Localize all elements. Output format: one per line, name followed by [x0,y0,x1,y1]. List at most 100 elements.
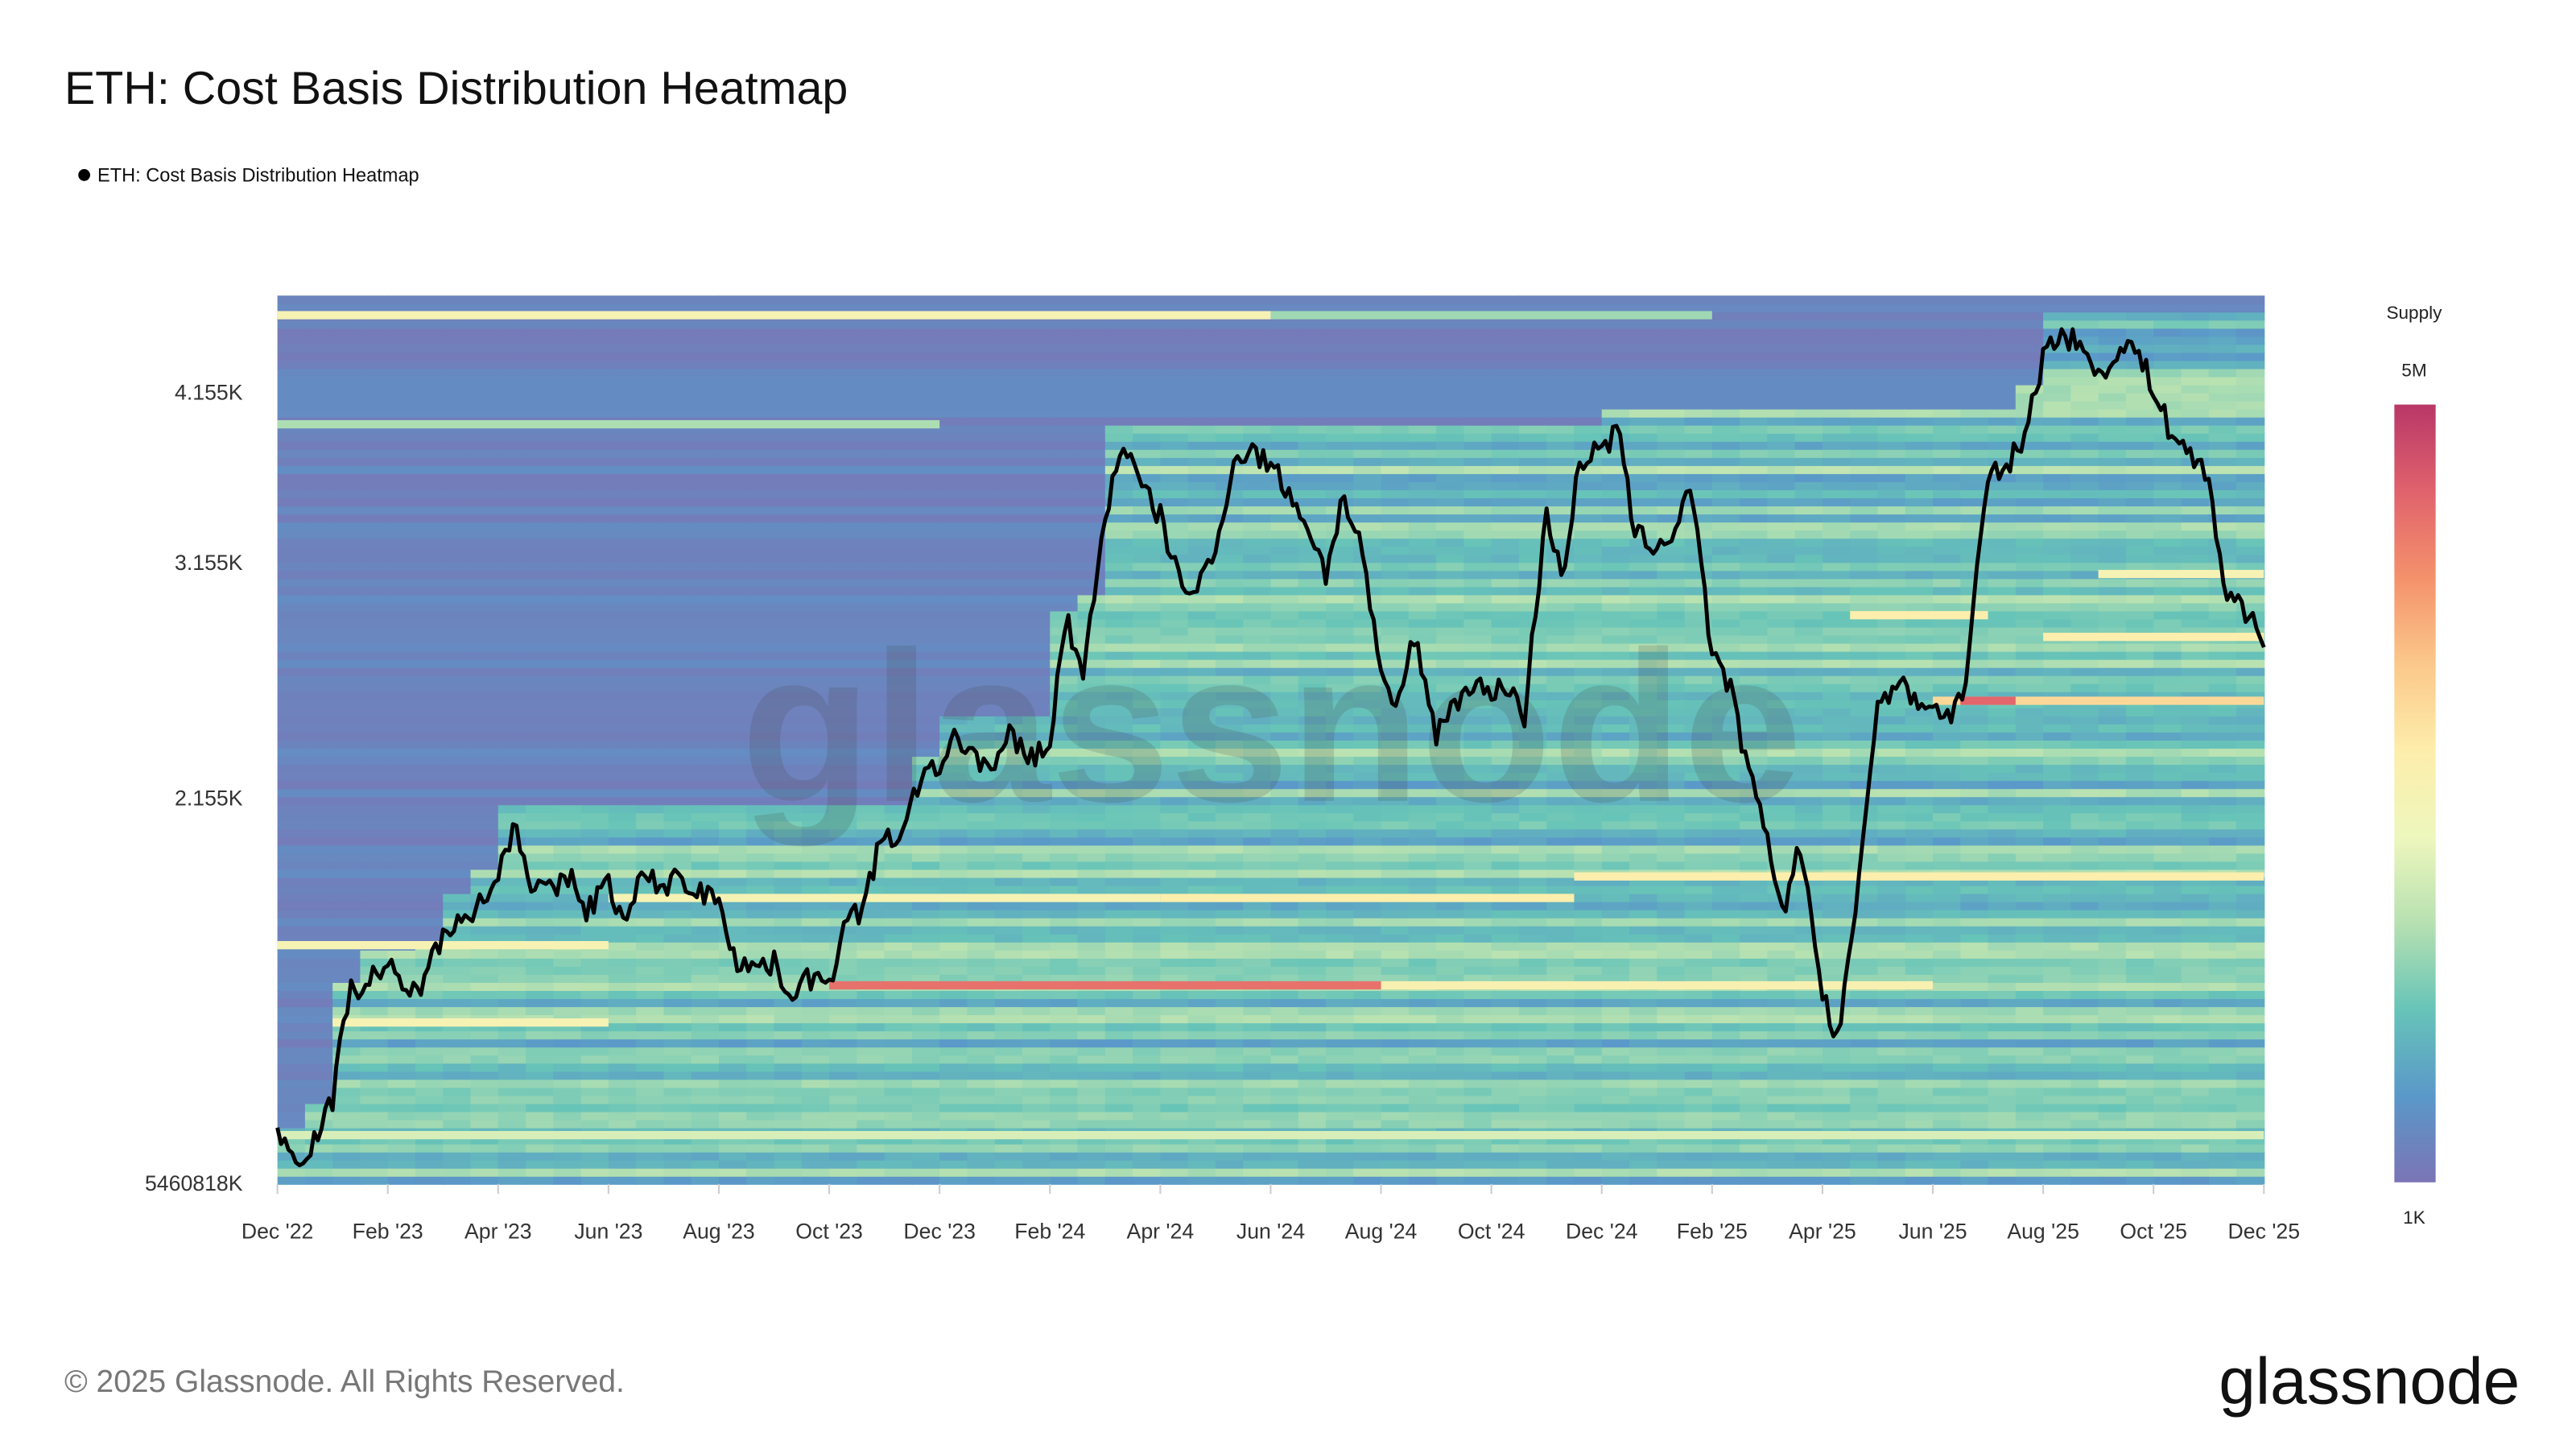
heatmap-cell [360,328,389,337]
heatmap-cell [636,602,665,612]
heatmap-cell [774,925,803,935]
heatmap-cell [939,1038,968,1048]
heatmap-cell [1104,1167,1134,1177]
heatmap-cell [277,352,306,361]
heatmap-cell [553,464,582,474]
heatmap-cell [691,731,720,741]
heatmap-cell [415,562,444,572]
heatmap-cell [387,998,417,1008]
heatmap-cell [636,1167,665,1177]
heatmap-cell [1160,772,1189,782]
heatmap-cell [526,489,555,499]
heatmap-cell [691,376,720,386]
heatmap-cell [1270,1103,1299,1113]
heatmap-cell [801,456,831,466]
heatmap-cell [497,320,527,329]
heatmap-cell [691,1103,720,1113]
heatmap-cell [1160,1006,1189,1016]
heatmap-cell [801,748,831,758]
heatmap-cell [1215,554,1245,564]
heatmap-cell [1243,1022,1272,1032]
heatmap-cell [580,1079,609,1088]
heatmap-cell [1491,804,1520,814]
heatmap-cell [443,514,472,523]
heatmap-cell [443,683,472,692]
heatmap-cell [1022,514,1051,523]
heatmap-cell [332,424,361,434]
heatmap-cell [1491,456,1520,466]
heatmap-cell [553,772,582,782]
heatmap-cell [443,464,472,474]
heatmap-cell [801,1143,831,1153]
heatmap-cell [663,562,692,572]
heatmap-cell [939,408,968,418]
heatmap-cell [1077,320,1106,329]
heatmap-cell [801,514,831,523]
heatmap-cell [1491,546,1520,555]
heatmap-cell [1463,448,1492,458]
heatmap-cell [580,981,609,992]
heatmap-cell [1381,723,1410,733]
heatmap-cell [1270,1175,1299,1185]
heatmap-cell [1381,1055,1410,1064]
legend[interactable]: ETH: Cost Basis Distribution Heatmap [78,165,419,186]
heatmap-cell [304,360,334,369]
heatmap-cell [967,1151,996,1161]
heatmap-cell [580,965,609,975]
heatmap-cell [691,917,720,927]
heatmap-cell [884,424,913,434]
heatmap-cell [911,424,941,434]
heatmap-cell [332,691,361,700]
heatmap-cell [718,1063,748,1072]
heatmap-cell [774,642,803,652]
heatmap-cell [1022,1119,1051,1129]
heatmap-cell [360,764,389,774]
heatmap-cell [1077,1151,1106,1161]
heatmap-cell [939,869,968,878]
heatmap-cell [608,981,638,992]
heatmap-cell [884,828,913,838]
heatmap-cell [691,804,720,814]
heatmap-cell [829,514,858,523]
heatmap-cell [939,1119,968,1129]
heatmap-cell [829,602,858,612]
heatmap-cell [1050,723,1079,733]
heatmap-cell [1187,933,1216,943]
heatmap-cell [470,586,499,596]
heatmap-cell [304,683,334,692]
heatmap-cell [939,1175,968,1185]
heatmap-cell [1215,658,1245,668]
heatmap-cell [746,1167,775,1177]
heatmap-cell [608,522,638,531]
heatmap-cell [1408,456,1438,466]
heatmap-cell [829,456,858,466]
heatmap-cell [387,691,417,700]
heatmap-cell [497,618,527,628]
heatmap-cell [497,497,527,507]
heatmap-cell [1491,844,1520,854]
heatmap-cell [1215,376,1245,386]
heatmap-cell [360,1055,389,1064]
heatmap-cell [1077,336,1106,345]
heatmap-cell [526,610,555,620]
heatmap-cell [1408,699,1438,708]
heatmap-cell [277,861,306,870]
heatmap-cell [1022,772,1051,782]
heatmap-cell [608,514,638,523]
heatmap-cell [1298,1055,1327,1064]
heatmap-cell [1463,303,1492,313]
heatmap-cell [360,812,389,822]
heatmap-cell [994,1103,1024,1113]
heatmap-cell [304,368,334,378]
heatmap-cell [663,949,692,959]
heatmap-cell [663,554,692,564]
heatmap-cell [1463,731,1492,741]
heatmap-cell [1187,328,1216,337]
heatmap-cell [746,497,775,507]
heatmap-cell [1215,1038,1245,1048]
heatmap-cell [497,658,527,668]
heatmap-cell [1187,594,1216,604]
heatmap-cell [1050,715,1079,724]
heatmap-cell [1215,731,1245,741]
heatmap-cell [1436,1087,1465,1096]
